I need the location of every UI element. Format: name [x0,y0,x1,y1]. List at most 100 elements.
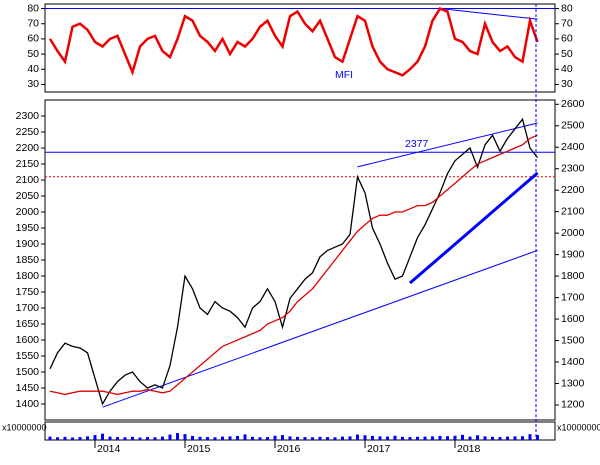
volume-bar [228,436,232,440]
y2-tick-label: 2300 [561,163,585,175]
volume-bar [236,435,239,440]
y2-tick-label: 1400 [561,356,585,368]
y-tick-label: 1450 [16,382,40,394]
y2-tick-label: 1600 [561,313,585,325]
y-tick-label: 60 [27,33,39,45]
y-tick-label: 2050 [16,190,40,202]
volume-bar [416,436,419,440]
volume-bar [318,436,322,440]
volume-bar [183,434,187,440]
volume-bar [108,436,112,440]
y2-tick-label: 70 [561,18,573,30]
series-line [49,134,538,396]
series-line [49,117,539,406]
volume-bar [386,436,389,440]
volume-bar [243,434,247,440]
volume-bar [431,436,434,440]
y2-tick-label: 1800 [561,270,585,282]
trend-line [409,171,539,285]
volume-bar [63,436,67,440]
y-tick-label: 1900 [16,238,40,250]
volume-bar [138,437,142,440]
y-tick-label: 2100 [16,174,40,186]
y-tick-label: 1800 [16,270,40,282]
volume-bar [491,436,494,440]
volume-bar [341,436,344,440]
volume-bar [213,437,217,440]
volume-bar [371,435,374,440]
y-tick-label: 1700 [16,302,40,314]
volume-bar [378,436,382,440]
trend-line [439,8,538,20]
volume-bar [348,436,352,440]
y2-tick-label: 2500 [561,120,585,132]
volume-bar [303,437,307,440]
volume-bar [101,433,104,440]
volume-bar [71,437,74,440]
line-label: 2377 [405,138,429,150]
volume-bar [78,437,82,440]
volume-bar [528,434,532,440]
x-tick-label: 2017 [367,443,391,455]
y-tick-label: 2150 [16,158,40,170]
y-tick-label: 1600 [16,334,40,346]
volume-bar [326,437,329,440]
y2-tick-label: 40 [561,63,573,75]
y-tick-label: 40 [27,63,39,75]
volume-bar [401,436,404,440]
y-tick-label: 80 [27,2,39,14]
volume-bar [476,435,479,440]
y-tick-label: 30 [27,78,39,90]
volume-bar [191,435,194,440]
volume-bar [221,436,224,440]
y2-tick-label: 1500 [561,334,585,346]
volume-bar [356,434,359,440]
volume-bar [131,436,134,440]
volume-bar [438,435,442,440]
y-tick-label: 1550 [16,350,40,362]
volume-bar [498,437,502,440]
y-tick-label: 50 [27,48,39,60]
volume-bar [176,433,179,440]
volume-bar [281,435,284,440]
series-line [48,6,539,77]
y-tick-label: 1500 [16,366,40,378]
volume-bar [468,436,472,440]
volume-bar [446,436,449,440]
volume-bar [521,436,524,440]
panel-frame [44,3,556,93]
volume-unit-label: x10000000 [2,422,47,432]
x-tick-label: 2016 [277,443,301,455]
volume-bar [461,434,464,440]
volume-bar [393,435,397,440]
y2-tick-label: 1900 [561,248,585,260]
panel-frame [44,421,556,441]
y2-tick-label: 60 [561,33,573,45]
volume-bar [168,434,172,440]
y-tick-label: 2200 [16,142,40,154]
y-tick-label: 2250 [16,126,40,138]
x-tick-label: 2014 [97,443,121,455]
volume-bar [513,436,517,440]
y-tick-label: 2300 [16,110,40,122]
volume-bar [153,437,157,440]
volume-bar [48,436,52,440]
y-tick-label: 70 [27,18,39,30]
volume-bar [333,437,337,440]
annotation: MFI [335,69,353,81]
volume-bar [258,437,262,440]
volume-bar [146,437,149,440]
volume-unit-label: x10000000 [557,422,600,432]
y-tick-label: 1650 [16,318,40,330]
y-tick-label: 1950 [16,222,40,234]
y2-tick-label: 1300 [561,377,585,389]
x-tick-label: 2015 [187,443,211,455]
volume-bar [251,436,254,440]
volume-bar [266,437,269,440]
y2-tick-label: 2000 [561,227,585,239]
y-tick-label: 1400 [16,398,40,410]
y2-tick-label: 1700 [561,291,585,303]
volume-bar [161,436,164,440]
volume-bar [198,436,202,440]
